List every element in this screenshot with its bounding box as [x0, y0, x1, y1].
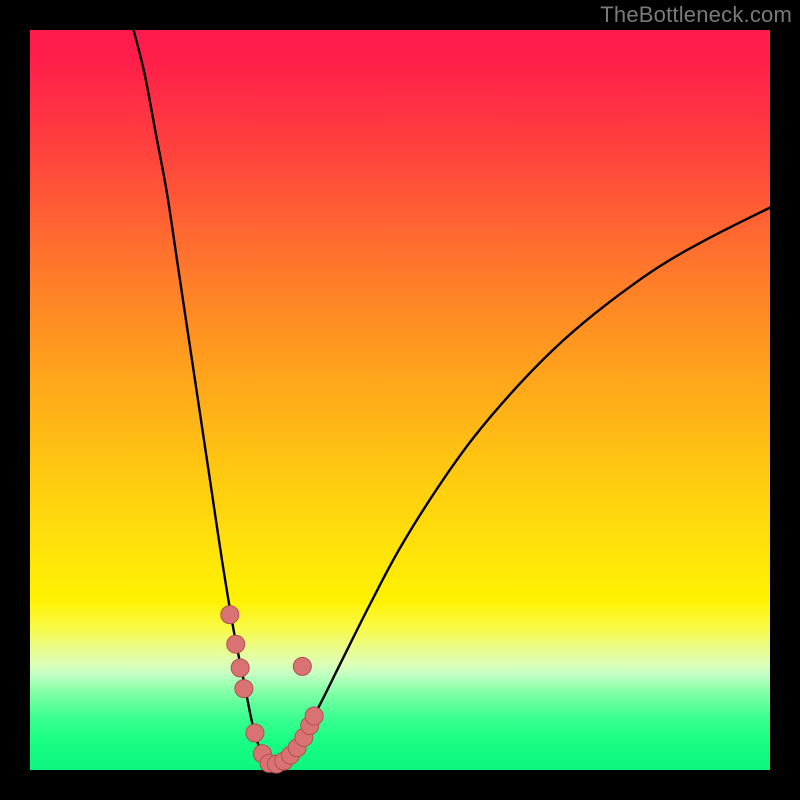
marker-point	[235, 680, 253, 698]
marker-point	[293, 657, 311, 675]
chart-canvas	[0, 0, 800, 800]
marker-point	[246, 724, 264, 742]
marker-point	[221, 606, 239, 624]
plot-area	[30, 30, 770, 770]
chart-svg	[0, 0, 800, 800]
marker-point	[305, 707, 323, 725]
watermark-label: TheBottleneck.com	[600, 2, 792, 28]
marker-point	[231, 659, 249, 677]
marker-point	[227, 635, 245, 653]
